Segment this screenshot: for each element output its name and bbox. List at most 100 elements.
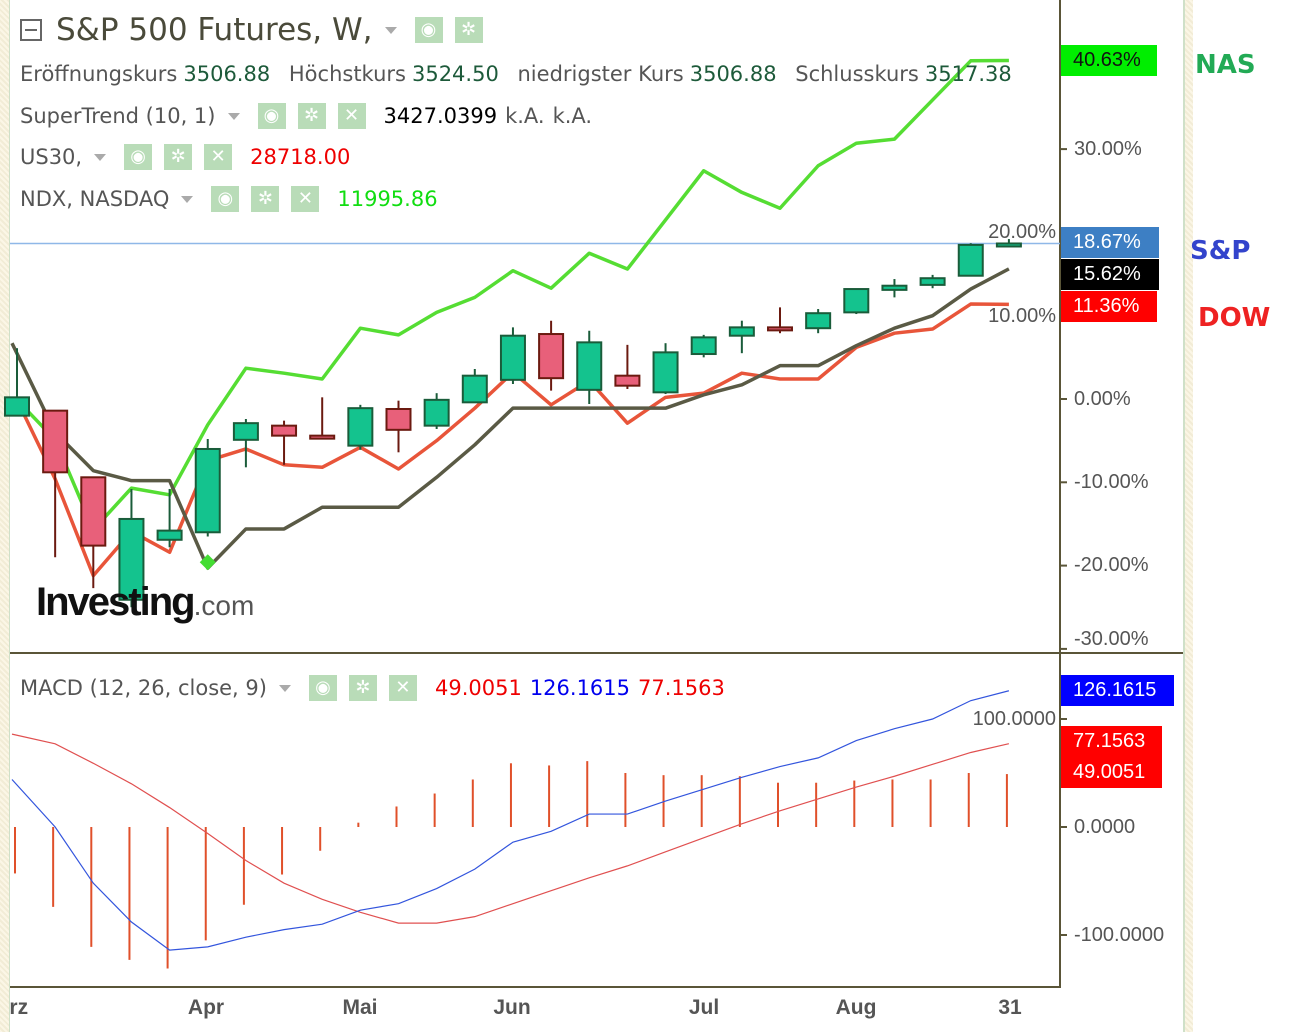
chevron-down-icon[interactable] (94, 153, 107, 161)
chevron-down-icon[interactable] (181, 195, 194, 203)
price-tick: 10.00% (988, 305, 1056, 327)
candle-body (805, 312, 832, 330)
chevron-down-icon[interactable] (384, 26, 397, 34)
nas-price-tag: 40.63% (1061, 45, 1157, 76)
x-tick-apr: Apr (187, 996, 225, 1019)
chevron-down-icon[interactable] (227, 112, 240, 120)
candle-body (538, 333, 565, 380)
logo-suffix: .com (193, 590, 255, 621)
price-tick: -10.00% (1074, 471, 1149, 493)
supertrend-buy-marker (199, 554, 216, 571)
gear-icon[interactable]: ✲ (251, 186, 280, 212)
supertrend-value-3: k.A. (552, 104, 593, 128)
supertrend-legend: SuperTrend (10, 1) ◉ ✲ ✕ 3427.0399 k.A. k.… (20, 103, 592, 129)
dow-price-tag: 11.36% (1061, 291, 1157, 322)
macd-tick: -100.0000 (1074, 924, 1165, 946)
candle-body (347, 407, 374, 447)
low-label: niedrigster Kurs (517, 62, 684, 86)
chevron-down-icon[interactable] (278, 684, 291, 692)
macd-tick: 0.0000 (1074, 816, 1136, 838)
eye-icon[interactable]: ◉ (257, 103, 286, 129)
close-icon[interactable]: ✕ (388, 675, 417, 701)
price-tick: 20.00% (988, 221, 1056, 243)
price-tick: 30.00% (1074, 138, 1142, 160)
macd-signal-line (11, 733, 1010, 924)
candle-body (118, 517, 145, 601)
eye-icon[interactable]: ◉ (414, 17, 443, 43)
candle-body (423, 398, 450, 427)
us30-value: 28718.00 (250, 145, 351, 169)
eye-icon[interactable]: ◉ (308, 675, 337, 701)
candle-body (499, 334, 526, 381)
candle-body (4, 396, 30, 417)
macd-signal-tag: 77.1563 (1061, 726, 1162, 757)
candle-body (42, 409, 69, 474)
open-value: 3506.88 (183, 62, 271, 86)
series-line-nas (15, 58, 1009, 532)
chart-title-row: S&P 500 Futures, W, ◉ ✲ (20, 12, 487, 48)
candle-body (614, 374, 641, 387)
macd-tick: 100.0000 (972, 708, 1056, 730)
macd-hist-value: 49.0051 (434, 676, 522, 700)
ndx-name: NDX, NASDAQ (20, 187, 170, 211)
candle-body (80, 476, 107, 547)
price-tick: 0.00% (1074, 388, 1131, 410)
close-icon[interactable]: ✕ (291, 186, 320, 212)
price-tick: -30.00% (1074, 628, 1149, 650)
candle-body (576, 341, 603, 391)
x-tick-mai: Mai (342, 996, 378, 1019)
gear-icon[interactable]: ✲ (454, 17, 483, 43)
close-icon[interactable]: ✕ (204, 144, 233, 170)
candle-body (690, 336, 717, 356)
candle-body (156, 529, 183, 541)
low-value: 3506.88 (689, 62, 777, 86)
ndx-value: 11995.86 (337, 187, 438, 211)
right-panel (1183, 0, 1301, 1032)
eye-icon[interactable]: ◉ (124, 144, 153, 170)
candle-body (881, 284, 908, 291)
candle-body (957, 243, 984, 277)
gear-icon[interactable]: ✲ (164, 144, 193, 170)
candle-body (652, 351, 679, 394)
candle-body (461, 374, 488, 404)
macd-legend: MACD (12, 26, close, 9) ◉ ✲ ✕ 49.0051 126.… (20, 675, 725, 701)
minus-box-icon[interactable] (20, 19, 42, 41)
candle-body (232, 422, 259, 441)
candle-body (919, 277, 946, 286)
left-border (0, 0, 10, 1032)
ohlc-row: Eröffnungskurs 3506.88 Höchstkurs 3524.50 … (20, 62, 1012, 86)
macd-hist-tag: 49.0051 (1061, 757, 1162, 788)
high-label: Höchstkurs (288, 62, 406, 86)
candle-body (728, 326, 755, 337)
series-line-supertrend-10-1- (10, 267, 1010, 570)
open-label: Eröffnungskurs (20, 62, 178, 86)
x-tick-mrz: Mrz (9, 996, 29, 1019)
supertrend-value-2: k.A. (505, 104, 545, 128)
candle-body (194, 447, 221, 534)
investing-logo: Investing.com (36, 580, 254, 625)
sp-price-tag: 18.67% (1061, 227, 1159, 258)
logo-text: Investing (36, 580, 196, 624)
candle-body (271, 424, 298, 437)
macd-line-value: 126.1615 (529, 676, 631, 700)
close-icon[interactable]: ✕ (337, 103, 366, 129)
price-tick: -20.00% (1074, 554, 1149, 576)
us30-name: US30, (20, 145, 83, 169)
gear-icon[interactable]: ✲ (348, 675, 377, 701)
candle-body (309, 434, 336, 440)
ndx-legend: NDX, NASDAQ ◉ ✲ ✕ 11995.86 (20, 186, 438, 212)
supertrend-name: SuperTrend (10, 1) (20, 104, 216, 128)
dow-label: DOW (1198, 303, 1271, 333)
sp-label: S&P (1190, 236, 1251, 266)
macd-name: MACD (12, 26, close, 9) (20, 676, 267, 700)
close-label: Schlusskurs (795, 62, 919, 86)
gear-icon[interactable]: ✲ (297, 103, 326, 129)
candle-body (995, 242, 1022, 248)
macd-signal-value: 77.1563 (638, 676, 725, 700)
eye-icon[interactable]: ◉ (211, 186, 240, 212)
macd-line-tag: 126.1615 (1061, 675, 1174, 706)
x-tick-jul: Jul (688, 996, 720, 1019)
x-tick-aug: Aug (835, 996, 877, 1019)
candle-body (767, 326, 793, 332)
